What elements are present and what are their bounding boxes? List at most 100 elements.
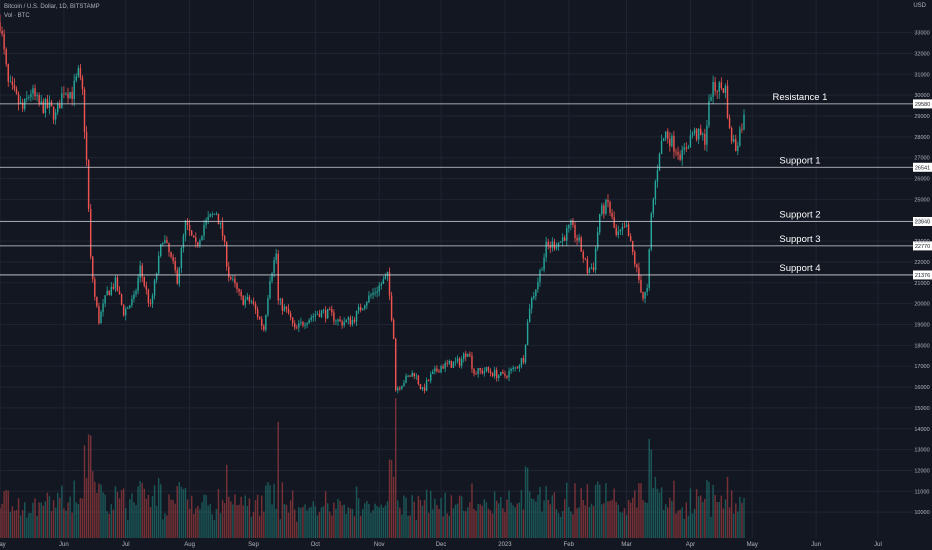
candle-body: [413, 373, 415, 377]
candle-body: [232, 278, 234, 280]
candle-body: [596, 232, 599, 249]
candle-body: [362, 308, 364, 311]
candle-body: [506, 375, 508, 378]
volume-bar: [289, 500, 292, 538]
volume-bar: [160, 484, 162, 538]
candle-body: [444, 362, 446, 369]
candle-body: [702, 133, 704, 135]
volume-bar: [599, 484, 601, 538]
candle-body: [310, 317, 312, 320]
candle-body: [28, 97, 30, 98]
y-tick-label: 20000: [914, 302, 929, 308]
candle-body: [223, 236, 226, 243]
candle-body: [695, 129, 698, 140]
volume-bar: [339, 501, 341, 538]
candle-body: [693, 129, 696, 134]
volume-bar: [580, 488, 582, 538]
candle-body: [83, 89, 86, 132]
candle-body: [726, 85, 729, 118]
volume-bar: [135, 505, 137, 538]
volume-bar: [504, 512, 506, 538]
volume-bar: [122, 488, 125, 538]
candle-body: [168, 242, 170, 253]
volume-bar: [228, 496, 230, 538]
chart-header: Bitcoin / U.S. Dollar, 1D, BITSTAMP Vol …: [4, 3, 100, 21]
candle-body: [399, 387, 401, 389]
candle-body: [364, 305, 366, 309]
volume-bar: [312, 501, 314, 538]
volume-bar: [531, 498, 533, 538]
candle-body: [118, 291, 121, 295]
volume-bar: [296, 521, 298, 538]
volume-bar: [535, 501, 537, 538]
volume-bar: [685, 502, 688, 538]
volume-bar: [71, 512, 73, 538]
level-label: Support 4: [779, 263, 820, 274]
candle-body: [697, 128, 700, 140]
volume-bar: [720, 495, 723, 538]
volume-bar: [592, 505, 595, 538]
volume-bar: [7, 490, 9, 538]
candle-body: [17, 93, 20, 104]
volume-bar: [700, 495, 702, 538]
volume-bar: [355, 486, 358, 538]
volume-bar: [516, 503, 519, 538]
candle-body: [533, 296, 535, 298]
candle-body: [283, 306, 286, 311]
candle-body: [397, 387, 399, 391]
volume-bar: [271, 504, 273, 538]
volume-bar: [380, 504, 382, 538]
volume-bar: [287, 512, 290, 538]
volume-bar: [254, 500, 257, 538]
volume-bar: [619, 512, 622, 538]
volume-bar: [712, 484, 714, 538]
volume-bar: [337, 498, 339, 538]
level-price-label: 26541: [915, 165, 930, 171]
candle-body: [77, 68, 80, 77]
volume-bar: [314, 506, 317, 538]
candle-body: [714, 82, 716, 91]
volume-bar: [735, 503, 737, 538]
volume-bar: [392, 476, 395, 538]
candle-body: [129, 305, 131, 308]
candle-body: [160, 244, 162, 256]
volume-bar: [190, 495, 193, 538]
volume-bar: [370, 512, 372, 538]
volume-bar: [454, 504, 457, 538]
volume-bar: [234, 494, 236, 538]
volume-bar: [364, 503, 366, 538]
y-tick-label: 29000: [914, 114, 929, 120]
candle-body: [407, 375, 409, 377]
candle-body: [667, 131, 669, 139]
volume-bar: [609, 500, 611, 538]
volume-bar: [514, 507, 516, 538]
volume-bar: [291, 490, 294, 538]
candle-body: [654, 181, 657, 200]
candle-body: [164, 240, 166, 243]
x-tick-label: Aug: [184, 542, 195, 548]
candle-body: [739, 128, 741, 146]
level-label: Resistance 1: [773, 92, 828, 103]
candle-body: [357, 306, 360, 311]
volume-bar: [409, 515, 411, 538]
candle-body: [312, 316, 314, 318]
volume-bar: [48, 496, 51, 538]
candle-body: [487, 367, 490, 371]
candle-body: [479, 368, 481, 371]
candle-body: [316, 314, 319, 315]
volume-bar: [56, 492, 59, 538]
volume-bar: [207, 505, 209, 538]
volume-bar: [9, 511, 12, 538]
candle-body: [425, 380, 428, 391]
candle-body: [94, 279, 96, 297]
y-tick-label: 31000: [914, 72, 929, 78]
candle-body: [44, 99, 47, 113]
volume-bar: [129, 499, 131, 538]
volume-bar: [141, 482, 143, 538]
x-tick-label: Mar: [621, 542, 631, 548]
candle-body: [122, 304, 125, 316]
volume-bar: [182, 488, 185, 538]
volume-bar: [691, 513, 694, 538]
y-tick-label: 28000: [914, 135, 929, 141]
candle-body: [549, 245, 551, 248]
